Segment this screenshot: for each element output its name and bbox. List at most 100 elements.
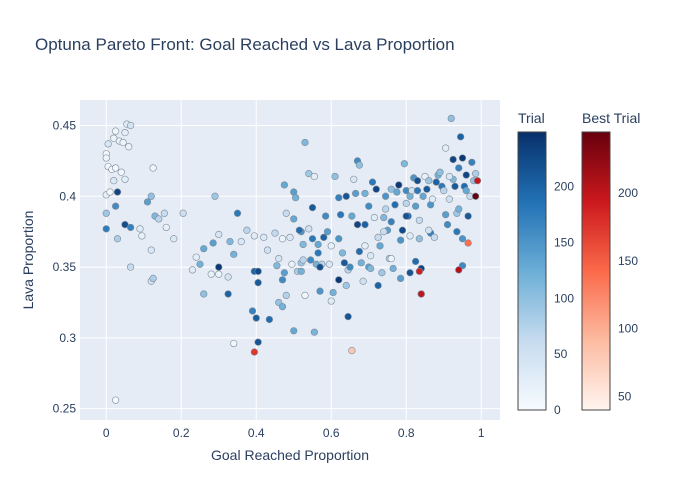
trial-point xyxy=(301,138,309,147)
trial-point xyxy=(402,212,410,220)
trial-point xyxy=(376,242,384,250)
trial-point xyxy=(215,230,223,239)
x-tick-label: 0.8 xyxy=(398,426,415,440)
trial-point xyxy=(335,235,343,243)
trial-point xyxy=(455,205,463,213)
colorbar-tick-label: 150 xyxy=(618,254,638,268)
trial-point xyxy=(440,187,448,195)
trial-point xyxy=(374,281,382,290)
trial-point xyxy=(342,281,350,290)
trial-point xyxy=(436,168,444,176)
y-tick-label: 0.45 xyxy=(53,118,77,132)
colorbar-best-trial-title: Best Trial xyxy=(582,110,640,126)
best-trial-point xyxy=(472,192,480,200)
trial-point xyxy=(273,262,281,270)
trial-point xyxy=(453,228,461,236)
trial-point xyxy=(192,253,200,261)
trial-point xyxy=(127,223,135,232)
trial-point xyxy=(331,172,339,181)
trial-point xyxy=(243,226,251,234)
trial-point xyxy=(290,215,298,223)
trial-point xyxy=(387,254,395,263)
trial-point xyxy=(316,287,324,295)
trial-point xyxy=(402,199,410,207)
scatter-points xyxy=(102,114,482,404)
colorbar-trial-title: Trial xyxy=(518,110,545,126)
trial-point xyxy=(472,170,480,178)
trial-point xyxy=(415,216,423,224)
y-tick-label: 0.3 xyxy=(59,331,76,345)
trial-point xyxy=(445,195,453,203)
trial-point xyxy=(449,155,457,164)
trial-point xyxy=(215,270,223,278)
trial-point xyxy=(121,175,129,183)
trial-point xyxy=(215,263,223,271)
trial-point xyxy=(230,339,238,348)
trial-point xyxy=(368,178,377,186)
trial-point xyxy=(207,270,215,278)
best-trial-point xyxy=(415,267,423,275)
trial-point xyxy=(352,189,360,198)
trial-point xyxy=(121,221,129,229)
trial-point xyxy=(106,188,114,196)
colorbar-tick-label: 100 xyxy=(618,322,638,336)
trial-point xyxy=(382,205,390,213)
trial-point xyxy=(462,187,470,195)
trial-point xyxy=(372,185,380,193)
trial-point xyxy=(230,250,238,258)
trial-point xyxy=(327,242,335,250)
trial-point xyxy=(353,221,362,229)
trial-point xyxy=(260,233,268,241)
trial-point xyxy=(322,212,330,220)
trial-point xyxy=(282,291,290,299)
best-trial-point xyxy=(417,290,425,298)
trial-point xyxy=(329,288,337,297)
x-tick-label: 0.6 xyxy=(323,426,340,440)
colorbar-tick-label: 200 xyxy=(618,186,638,200)
trial-point xyxy=(160,209,168,217)
trial-point xyxy=(310,172,318,181)
trial-point xyxy=(149,274,157,283)
trial-point xyxy=(278,303,287,311)
trial-point xyxy=(170,235,178,243)
trial-point xyxy=(117,168,125,176)
trial-point xyxy=(155,215,163,223)
best-trial-point xyxy=(455,266,463,274)
trial-point xyxy=(102,154,110,162)
x-axis-label: Goal Reached Proportion xyxy=(211,447,369,463)
trial-point xyxy=(464,212,472,220)
trial-point xyxy=(112,202,120,210)
trial-point xyxy=(397,274,405,283)
trial-point xyxy=(265,315,273,324)
x-tick-label: 1 xyxy=(478,426,485,440)
trial-point xyxy=(250,232,258,240)
trial-point xyxy=(138,232,146,240)
trial-point xyxy=(458,235,467,243)
trial-point xyxy=(342,192,350,200)
trial-point xyxy=(112,164,120,172)
trial-point xyxy=(455,164,463,172)
y-tick-label: 0.35 xyxy=(53,260,77,274)
trial-point xyxy=(196,260,204,268)
trial-point xyxy=(370,213,378,222)
trial-point xyxy=(451,182,459,190)
trial-point xyxy=(299,256,307,264)
trial-point xyxy=(200,245,208,253)
trial-point xyxy=(252,314,260,322)
trial-point xyxy=(288,260,296,268)
trial-point xyxy=(295,226,303,234)
trial-point xyxy=(110,177,118,185)
trial-point xyxy=(400,160,408,168)
x-tick-label: 0.4 xyxy=(248,426,265,440)
trial-point xyxy=(327,297,335,305)
best-trial-point xyxy=(348,347,356,355)
trial-point xyxy=(125,143,133,151)
trial-point xyxy=(314,240,322,249)
trial-point xyxy=(445,172,453,181)
trial-point xyxy=(112,127,120,135)
trial-point xyxy=(254,267,262,275)
trial-point xyxy=(387,185,395,193)
trial-point xyxy=(104,140,112,148)
colorbar-tick-label: 150 xyxy=(554,236,574,250)
trial-point xyxy=(127,263,135,271)
